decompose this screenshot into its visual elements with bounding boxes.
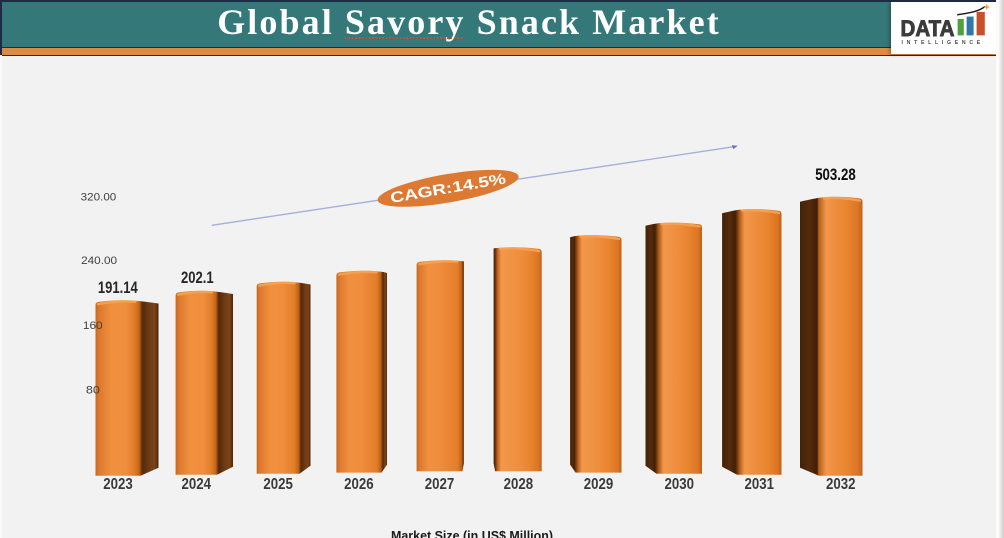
svg-text:2024: 2024 [182,476,212,493]
svg-text:INTELLIGENCE: INTELLIGENCE [902,39,984,45]
svg-text:2023: 2023 [103,476,133,493]
svg-text:2028: 2028 [504,476,534,493]
svg-text:160: 160 [83,320,103,332]
svg-text:320.00: 320.00 [81,191,117,203]
svg-text:2030: 2030 [664,476,694,493]
svg-text:DATA: DATA [901,15,955,40]
svg-text:191.14: 191.14 [98,279,138,297]
svg-text:Market Size (in US$ Million): Market Size (in US$ Million) [391,528,553,538]
svg-text:2032: 2032 [826,476,856,493]
svg-text:2031: 2031 [745,476,775,493]
svg-text:80: 80 [86,384,100,396]
svg-text:202.1: 202.1 [181,269,214,287]
svg-text:2026: 2026 [344,476,374,493]
svg-text:2027: 2027 [425,476,455,493]
svg-text:2029: 2029 [584,476,614,493]
svg-text:240.00: 240.00 [81,255,117,267]
svg-text:2025: 2025 [263,476,293,493]
svg-text:503.28: 503.28 [815,166,856,184]
